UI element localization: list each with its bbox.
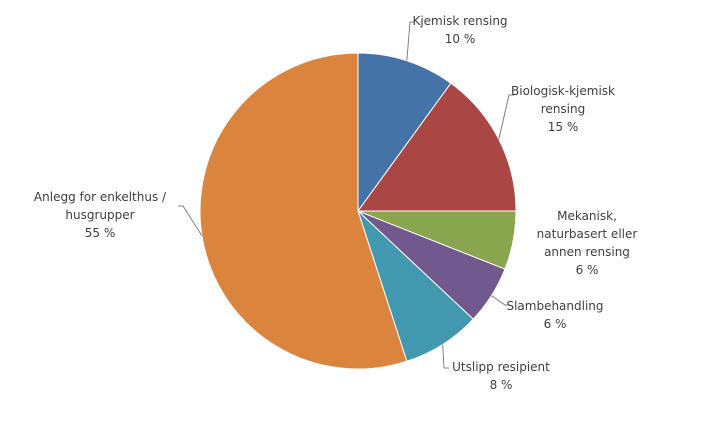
data-label: Utslipp resipient 8 % (440, 358, 562, 394)
leader-line (491, 295, 510, 306)
leader-line (178, 205, 203, 236)
leader-line (498, 94, 514, 140)
pie-slice (357, 82, 517, 212)
value-label: 6 % (575, 263, 599, 277)
value-label: 15 % (547, 120, 579, 134)
category-label: Slambehandling (506, 299, 604, 313)
leader-line (442, 344, 449, 369)
category-label: Biologisk-kjemisk rensing (511, 84, 615, 116)
value-label: 10 % (444, 32, 476, 46)
data-label: Kjemisk rensing 10 % (405, 12, 515, 48)
data-label: Biologisk-kjemisk rensing 15 % (503, 82, 623, 136)
value-label: 8 % (489, 378, 513, 392)
leader-line (406, 21, 415, 61)
data-label: Slambehandling 6 % (500, 297, 610, 333)
category-label: Anlegg for enkelthus / husgrupper (33, 190, 167, 222)
category-label: Utslipp resipient (452, 360, 550, 374)
category-label: Kjemisk rensing (412, 14, 508, 28)
pie-slice (357, 52, 452, 213)
category-label: Mekanisk, naturbasert eller annen rensin… (536, 209, 638, 259)
pie-slice (199, 52, 408, 370)
data-label: Mekanisk, naturbasert eller annen rensin… (528, 207, 646, 279)
value-label: 6 % (543, 317, 567, 331)
data-label: Anlegg for enkelthus / husgrupper 55 % (30, 188, 170, 242)
value-label: 55 % (84, 226, 116, 240)
